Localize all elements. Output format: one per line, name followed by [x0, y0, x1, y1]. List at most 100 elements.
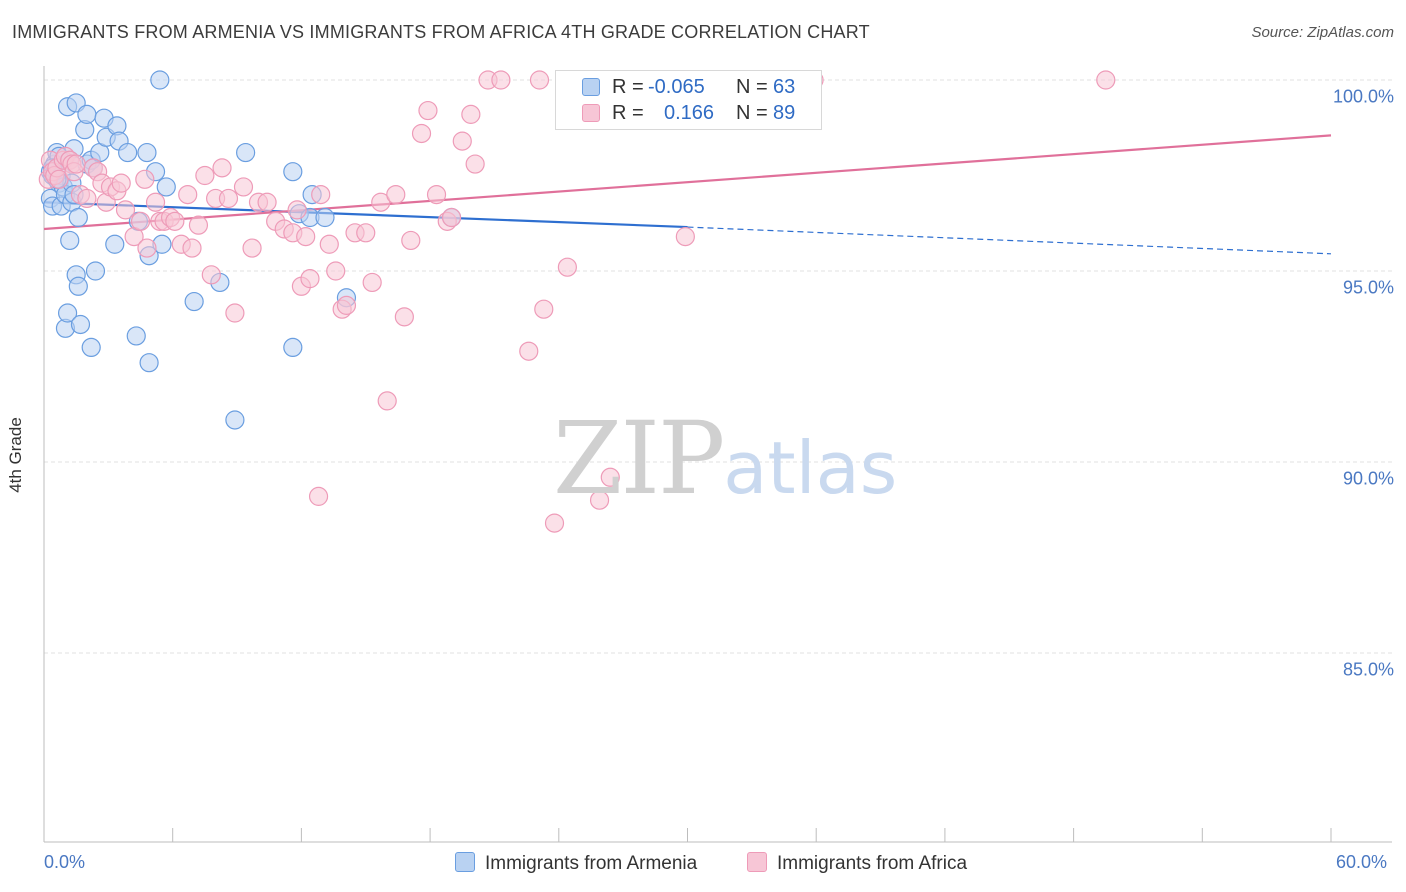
grid-lines: [44, 79, 1392, 654]
point-series0-53: [283, 162, 303, 182]
chart-source: Source: ZipAtlas.com: [1251, 24, 1394, 41]
point-series1-66: [411, 123, 432, 144]
point-series1-35: [195, 165, 215, 186]
point-series0-25: [70, 314, 91, 335]
point-series1-25: [137, 238, 157, 258]
armenia-r-label: R =: [612, 76, 644, 98]
point-series0-32: [85, 261, 106, 281]
y-tick-label-95: 95.0%: [1342, 277, 1394, 298]
point-series1-77: [529, 70, 550, 90]
point-series1-21: [115, 200, 136, 220]
point-series0-24: [68, 207, 88, 228]
africa-n-value: 89: [773, 102, 796, 124]
point-series1-20: [111, 173, 131, 193]
point-series1-85: [675, 227, 695, 247]
point-series1-49: [296, 227, 316, 247]
point-series0-29: [81, 337, 101, 357]
point-series1-42: [242, 238, 262, 258]
point-series0-49: [184, 291, 204, 312]
y-tick-label-90: 90.0%: [1342, 468, 1394, 489]
point-series1-5: [49, 169, 69, 189]
trend-line-series1: [43, 134, 1332, 231]
watermark-zip: ZIP: [553, 400, 725, 517]
x-tick-label-min: 0.0%: [44, 852, 86, 872]
point-series1-32: [178, 185, 198, 205]
point-series1-55: [326, 261, 346, 281]
point-series0-15: [60, 230, 80, 251]
point-series1-73: [465, 154, 485, 174]
point-series1-63: [386, 185, 406, 205]
point-series1-61: [371, 192, 391, 212]
point-series0-54: [283, 337, 303, 357]
legend-armenia-swatch: [455, 852, 475, 872]
armenia-n-label: N =: [736, 76, 768, 98]
point-series1-78: [534, 299, 554, 319]
africa-n-label: N =: [736, 102, 768, 124]
watermark-atlas: atlas: [723, 426, 898, 510]
point-series1-33: [182, 238, 202, 258]
africa-r-label: R =: [612, 102, 644, 124]
point-series0-51: [225, 410, 245, 430]
point-series0-27: [77, 104, 97, 124]
point-series1-36: [201, 265, 221, 285]
point-series1-83: [600, 467, 620, 487]
point-series1-62: [377, 391, 397, 411]
point-series1-57: [336, 295, 357, 315]
africa-r-value: 0.166: [664, 102, 715, 124]
point-series1-79: [544, 513, 565, 533]
point-series1-67: [418, 100, 438, 121]
point-series1-82: [589, 490, 610, 510]
point-series0-39: [118, 142, 138, 163]
point-series1-48: [287, 200, 307, 220]
point-series0-52: [236, 142, 256, 163]
point-series1-70: [441, 207, 462, 228]
point-series1-76: [519, 341, 539, 361]
point-series0-48: [156, 177, 176, 197]
point-series1-53: [311, 185, 331, 205]
point-series1-59: [356, 223, 376, 243]
y-axis-label: 4th Grade: [6, 417, 25, 493]
legend-item-africa: Immigrants from Africa: [747, 852, 967, 875]
point-series1-80: [557, 257, 577, 277]
armenia-n-value: 63: [773, 76, 796, 98]
point-series1-30: [165, 211, 185, 231]
point-series1-75: [491, 70, 511, 90]
point-series0-58: [315, 207, 335, 228]
point-series1-39: [218, 188, 239, 209]
point-series1-41: [233, 177, 254, 197]
point-series1-68: [426, 185, 447, 205]
point-series0-40: [126, 326, 146, 346]
point-series1-24: [135, 169, 155, 189]
point-series1-72: [461, 104, 481, 124]
point-series0-13: [57, 303, 78, 323]
legend-africa-swatch: [747, 852, 767, 872]
point-series1-44: [257, 192, 277, 212]
point-series1-51: [300, 269, 320, 289]
point-series1-64: [394, 307, 414, 327]
point-series1-11: [66, 154, 86, 174]
point-series0-46: [150, 70, 170, 90]
point-series1-23: [130, 211, 151, 231]
point-series1-52: [308, 486, 329, 506]
x-tick-label-max: 60.0%: [1336, 852, 1388, 872]
legend-africa-label: Immigrants from Africa: [777, 853, 968, 874]
armenia-r-value: -0.065: [648, 76, 705, 98]
point-series1-54: [319, 234, 339, 254]
y-tick-label-85: 85.0%: [1342, 659, 1394, 680]
point-series1-34: [188, 215, 209, 235]
chart-title: IMMIGRANTS FROM ARMENIA VS IMMIGRANTS FR…: [12, 22, 870, 42]
legend-armenia-label: Immigrants from Armenia: [485, 853, 698, 874]
y-tick-label-100: 100.0%: [1332, 86, 1394, 107]
armenia-swatch: [582, 78, 600, 96]
point-series0-23: [68, 276, 88, 296]
point-series1-40: [225, 303, 245, 323]
point-series0-36: [105, 234, 125, 254]
africa-swatch: [582, 104, 600, 122]
watermark: ZIPatlas: [553, 400, 897, 517]
trend-line-extension-series0: [687, 226, 1332, 255]
point-series0-44: [139, 353, 159, 373]
stats-legend: R = -0.065 N = 63 R = 0.166 N = 89: [555, 70, 822, 130]
point-series1-38: [212, 158, 232, 178]
point-series1-26: [145, 192, 166, 212]
